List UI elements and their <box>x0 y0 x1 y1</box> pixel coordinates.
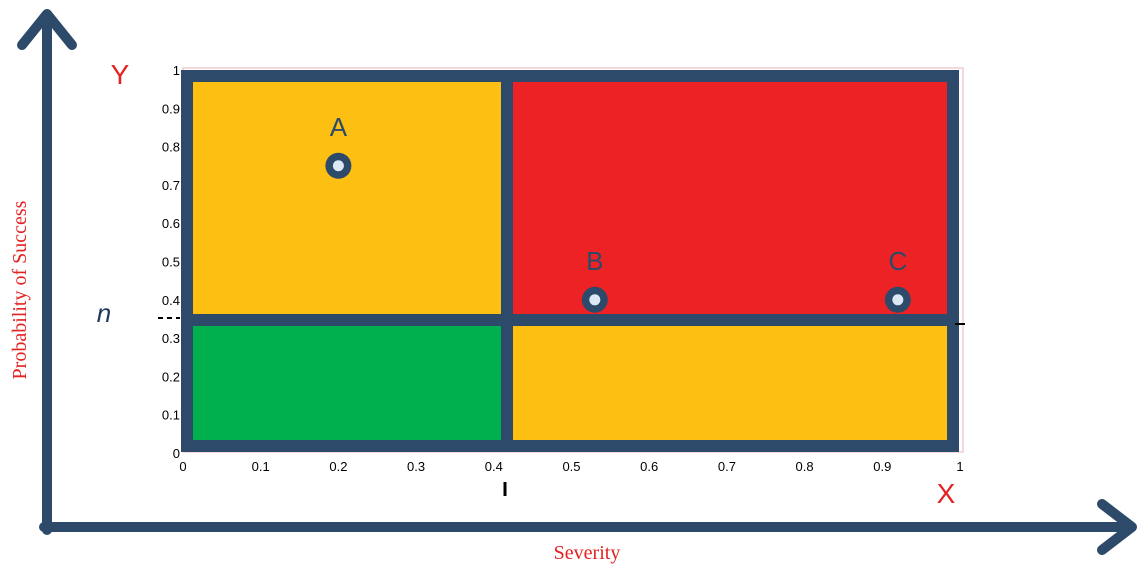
x-tick-label: 0.9 <box>873 459 891 474</box>
point-center <box>332 160 344 172</box>
x-tick-label: 0.4 <box>485 459 503 474</box>
y-tick-label: 0.6 <box>162 216 180 231</box>
outer-axes <box>17 9 1137 555</box>
x-tick-label: 0.6 <box>640 459 658 474</box>
y-tick-label: 0.1 <box>162 408 180 423</box>
x-tick-label: 1 <box>956 459 963 474</box>
point-label: B <box>586 246 603 276</box>
y-tick-label: 0.3 <box>162 331 180 346</box>
threshold-label: n <box>97 298 111 328</box>
y-tick-label: 0.9 <box>162 101 180 116</box>
quadrant-top-left <box>187 76 507 320</box>
y-axis-title: Probability of Success <box>9 200 31 379</box>
y-tick-labels: 0 0.1 0.2 0.3 0.4 0.5 0.6 0.7 0.8 0.9 1 <box>162 63 180 461</box>
point-label: C <box>888 246 907 276</box>
quadrant-borders <box>181 70 959 452</box>
x-axis-letter: X <box>937 478 956 509</box>
point-a: A <box>325 112 352 179</box>
x-tick-label: 0.5 <box>562 459 580 474</box>
quadrant-top-right <box>507 76 953 320</box>
x-tick-label: 0.8 <box>796 459 814 474</box>
y-tick-label: 0.2 <box>162 369 180 384</box>
x-axis-arrow-icon <box>1097 499 1137 555</box>
x-tick-label: 0.3 <box>407 459 425 474</box>
x-axis-title: Severity <box>554 542 621 564</box>
quadrants <box>187 76 953 446</box>
quadrant-bottom-left <box>187 320 507 446</box>
y-tick-label: 0.5 <box>162 255 180 270</box>
x-tick-label: 0.2 <box>329 459 347 474</box>
y-tick-label: 0.4 <box>162 293 180 308</box>
y-axis-arrow-icon <box>17 9 77 50</box>
data-points: A B C <box>325 112 911 313</box>
point-label: A <box>330 112 348 142</box>
y-tick-label: 0.7 <box>162 178 180 193</box>
point-b: B <box>581 246 608 313</box>
quadrant-bottom-right <box>507 320 953 446</box>
point-center <box>892 294 904 306</box>
y-tick-label: 1 <box>173 63 180 78</box>
x-tick-labels: 0 0.1 0.2 0.3 0.4 0.5 0.6 0.7 0.8 0.9 1 <box>179 459 963 474</box>
x-tick-label: 0 <box>179 459 186 474</box>
y-tick-label: 0 <box>173 446 180 461</box>
x-tick-label: 0.7 <box>718 459 736 474</box>
point-center <box>589 294 601 306</box>
x-tick-label: 0.1 <box>252 459 270 474</box>
y-tick-label: 0.8 <box>162 140 180 155</box>
y-axis-letter: Y <box>111 59 130 90</box>
point-c: C <box>884 246 911 313</box>
outer-border <box>181 70 959 452</box>
